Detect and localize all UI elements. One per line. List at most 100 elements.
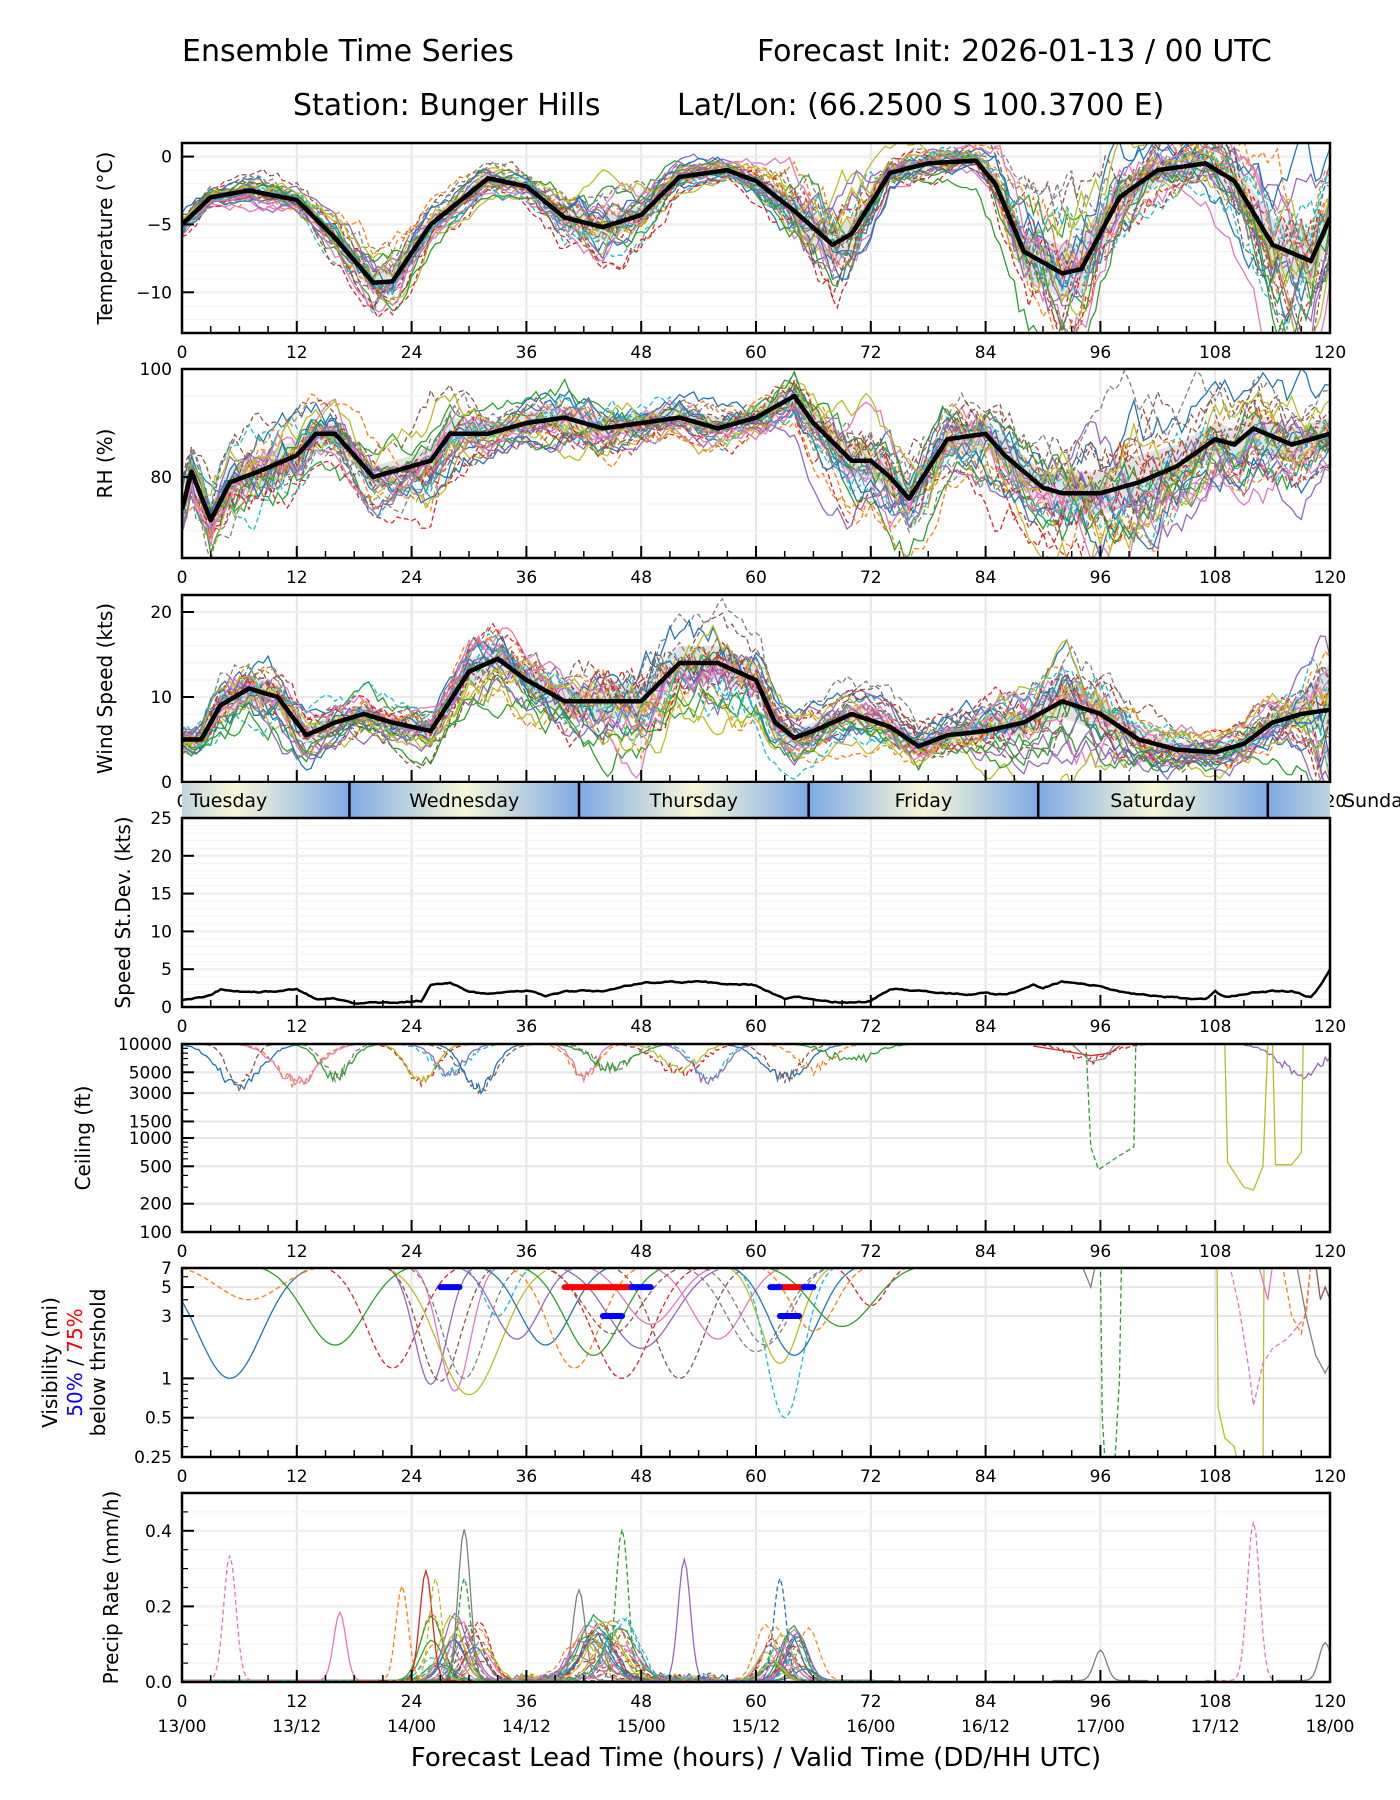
ensemble-member-line — [239, 1044, 355, 1086]
ensemble-member-line — [182, 1269, 307, 1380]
ensemble-member-line — [182, 143, 1330, 307]
x-tick-label: 48 — [630, 568, 652, 588]
y-axis-label: Speed St.Dev. (kts) — [111, 816, 135, 1008]
x-tick-label: 108 — [1199, 1467, 1231, 1487]
x-tick-label: 96 — [1090, 1692, 1112, 1712]
ensemble-member-line — [611, 1268, 748, 1380]
panel-precip_rate: 0 12 24 36 48 60 72 84 96 108 120 0.0 0.2 0.4 13/00 13/… — [99, 1491, 1355, 1773]
y-tick-label: 15 — [150, 885, 172, 905]
ensemble-member-line — [1033, 1044, 1149, 1066]
day-segment — [182, 783, 350, 817]
x-tick-label: 84 — [975, 1017, 997, 1037]
ensemble-member-line — [622, 1044, 737, 1078]
y-tick-label: −10 — [136, 283, 172, 303]
ensemble-member-line — [458, 1268, 576, 1340]
x-tick-label: 0 — [177, 568, 188, 588]
x-tick-label: 108 — [1199, 343, 1231, 363]
x-tick-sublabel: 13/12 — [272, 1717, 321, 1737]
x-tick-label: 60 — [745, 1692, 767, 1712]
x-tick-label: 96 — [1090, 1467, 1112, 1487]
day-segment — [808, 783, 1039, 817]
plot-area — [182, 968, 1330, 1005]
ensemble-member-line — [794, 1044, 910, 1064]
ensemble-member-line — [182, 157, 1330, 333]
ensemble-member-line — [542, 1268, 683, 1335]
ensemble-member-line — [182, 371, 1330, 538]
x-tick-label: 60 — [745, 568, 767, 588]
y-tick-label: 0.2 — [145, 1597, 172, 1617]
x-tick-label: 72 — [860, 1467, 882, 1487]
panel-temperature: 0 12 24 36 48 60 72 84 96 108 120 0 −5 −10 Temperature… — [93, 141, 1346, 363]
ensemble-member-line — [727, 1268, 833, 1365]
y-tick-label: 0 — [161, 148, 172, 168]
panel-speed_stdev: 0 12 24 36 48 60 72 84 96 108 120 0 5 10 15 20 25 Speed S… — [111, 809, 1346, 1037]
x-tick-label: 48 — [630, 1017, 652, 1037]
ensemble-member-line — [182, 1268, 320, 1301]
x-tick-label: 48 — [630, 343, 652, 363]
x-tick-label: 120 — [1314, 1467, 1346, 1487]
ensemble-member-line — [182, 400, 1330, 558]
day-segment — [1038, 783, 1268, 817]
precip-peak-line — [1205, 1521, 1302, 1682]
x-tick-label: 48 — [630, 1242, 652, 1262]
day-label-sunday: Sunday — [1343, 790, 1400, 812]
y-tick-label: 0.5 — [145, 1409, 172, 1429]
ensemble-member-line — [182, 403, 1330, 533]
x-tick-label: 84 — [975, 343, 997, 363]
ensemble-member-line — [1282, 1268, 1312, 1336]
ensemble-member-line — [755, 1044, 871, 1077]
ensemble-member-line — [507, 1268, 641, 1369]
x-tick-label: 72 — [860, 1692, 882, 1712]
x-tick-label: 0 — [177, 1242, 188, 1262]
ensemble-member-line — [182, 623, 1330, 766]
x-tick-sublabel: 17/12 — [1191, 1717, 1240, 1737]
ensemble-member-line — [385, 1268, 496, 1382]
gridlines — [181, 1492, 1331, 1683]
y-tick-label: 0 — [161, 998, 172, 1018]
ensemble-member-line — [1258, 1268, 1273, 1300]
x-tick-label: 12 — [286, 1692, 308, 1712]
x-tick-label: 0 — [177, 1467, 188, 1487]
y-tick-label: 5 — [161, 960, 172, 980]
x-tick-label: 48 — [630, 1467, 652, 1487]
x-tick-label: 108 — [1199, 1242, 1231, 1262]
ensemble-member-line — [411, 1268, 498, 1392]
panel-rh: 0 12 24 36 48 60 72 84 96 108 120 100 80 RH (%) — [93, 360, 1346, 588]
x-tick-label: 24 — [401, 1692, 423, 1712]
plot-area — [182, 1268, 1330, 1457]
ensemble-mean-line — [182, 393, 1330, 523]
panel-wind_speed: 0122436486072849610812001020Wind Speed (… — [93, 593, 1346, 812]
x-tick-label: 36 — [516, 1692, 538, 1712]
ensemble-member-line — [239, 1044, 355, 1090]
gridlines — [181, 1267, 1331, 1458]
ensemble-member-line — [520, 1268, 666, 1357]
ensemble-member-line — [1071, 1044, 1116, 1063]
day-segment — [1267, 783, 1330, 817]
x-tick-label: 84 — [975, 1692, 997, 1712]
y-axis-sublabel: below thrshold — [86, 1289, 110, 1437]
ensemble-member-line — [363, 1044, 479, 1089]
y-tick-label: 5 — [161, 1278, 172, 1298]
ensemble-member-line — [182, 398, 1330, 558]
ensemble-member-line — [1216, 1268, 1238, 1457]
x-tick-label: 12 — [286, 1017, 308, 1037]
y-tick-label: 1500 — [129, 1112, 172, 1132]
x-axis-label: Forecast Lead Time (hours) / Valid Time … — [411, 1743, 1101, 1773]
ensemble-member-line — [587, 1268, 715, 1325]
x-tick-label: 60 — [745, 343, 767, 363]
x-tick-label: 36 — [516, 1242, 538, 1262]
ensemble-member-line — [182, 381, 1330, 519]
y-tick-label: 200 — [140, 1195, 172, 1215]
ensemble-member-line — [182, 143, 1330, 333]
y-tick-label: 3 — [161, 1307, 172, 1327]
ensemble-member-line — [182, 1044, 297, 1091]
x-tick-label: 96 — [1090, 343, 1112, 363]
plot-area — [182, 143, 1330, 333]
x-tick-label: 120 — [1314, 1692, 1346, 1712]
ensemble-member-line — [1085, 1044, 1137, 1171]
ensemble-member-line — [730, 1268, 859, 1357]
label-50-percent: 50% — [63, 1372, 87, 1416]
y-axis-label: Visibility (mi) — [38, 1297, 62, 1428]
x-tick-label: 120 — [1314, 1242, 1346, 1262]
